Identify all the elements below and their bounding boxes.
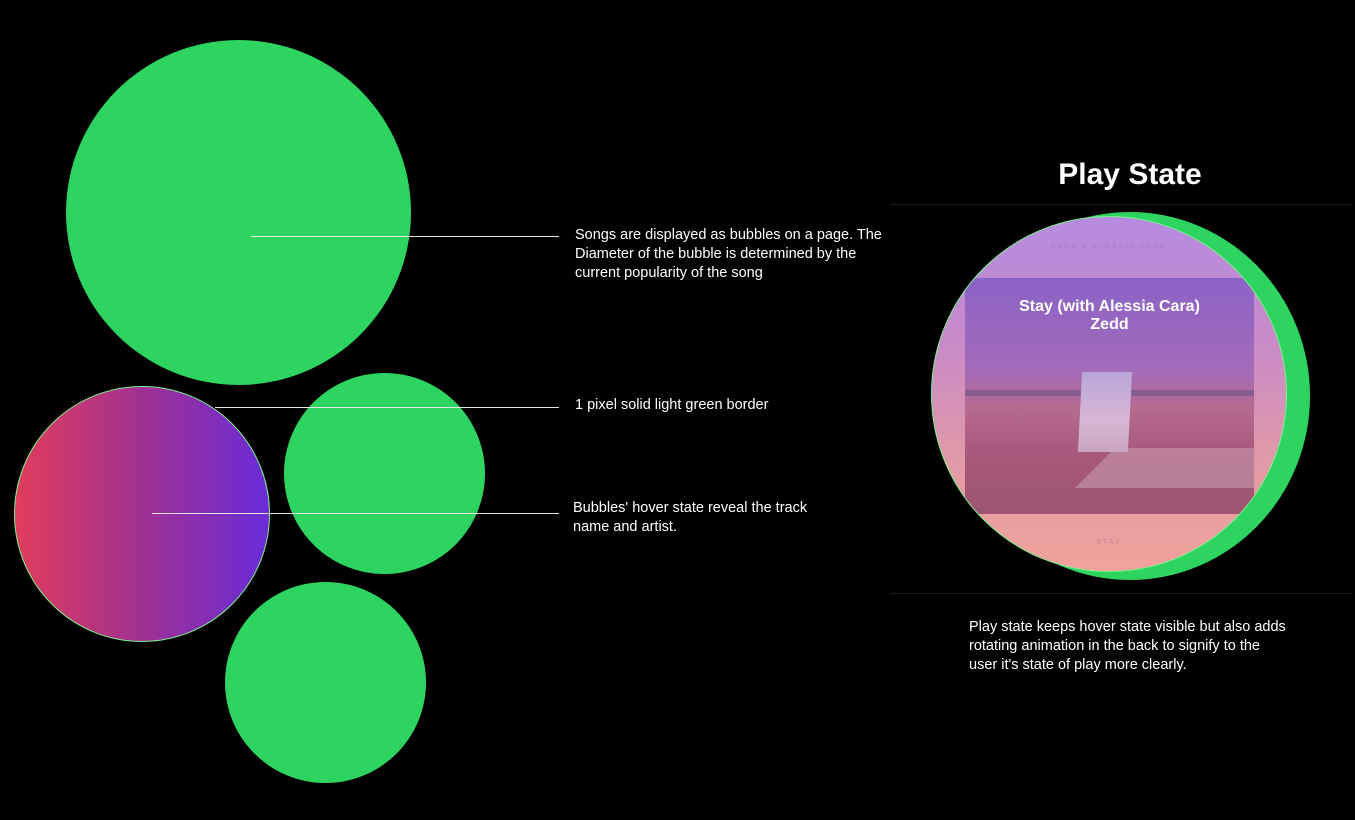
annotation-bubble-size: Songs are displayed as bubbles on a page… <box>575 227 882 281</box>
leader-line-border <box>215 407 559 408</box>
annotation-border: 1 pixel solid light green border <box>575 397 769 413</box>
play-state-heading: Play State <box>1058 158 1202 191</box>
track-title: Stay (with Alessia Cara) <box>1019 298 1200 315</box>
song-bubble-large[interactable] <box>66 40 411 385</box>
leader-line-size <box>251 236 559 237</box>
cover-album-text: STAY <box>1096 539 1122 546</box>
cover-floor <box>1075 448 1254 488</box>
song-bubble-medium[interactable] <box>284 373 485 574</box>
annotation-hover: Bubbles' hover state reveal the track na… <box>573 500 808 535</box>
playing-bubble[interactable]: ZEDD & ALESSIA CARA Stay (with Alessia C… <box>931 216 1287 572</box>
track-artist: Zedd <box>1090 316 1129 333</box>
album-cover: Stay (with Alessia Cara) Zedd <box>965 278 1254 514</box>
play-state-description: Play state keeps hover state visible but… <box>969 619 1286 673</box>
leader-line-hover <box>152 513 559 514</box>
cover-artist-text: ZEDD & ALESSIA CARA <box>1051 243 1167 250</box>
cover-mirror <box>1077 372 1133 452</box>
song-bubble-hover[interactable] <box>14 386 270 642</box>
song-bubble-small[interactable] <box>225 582 426 783</box>
